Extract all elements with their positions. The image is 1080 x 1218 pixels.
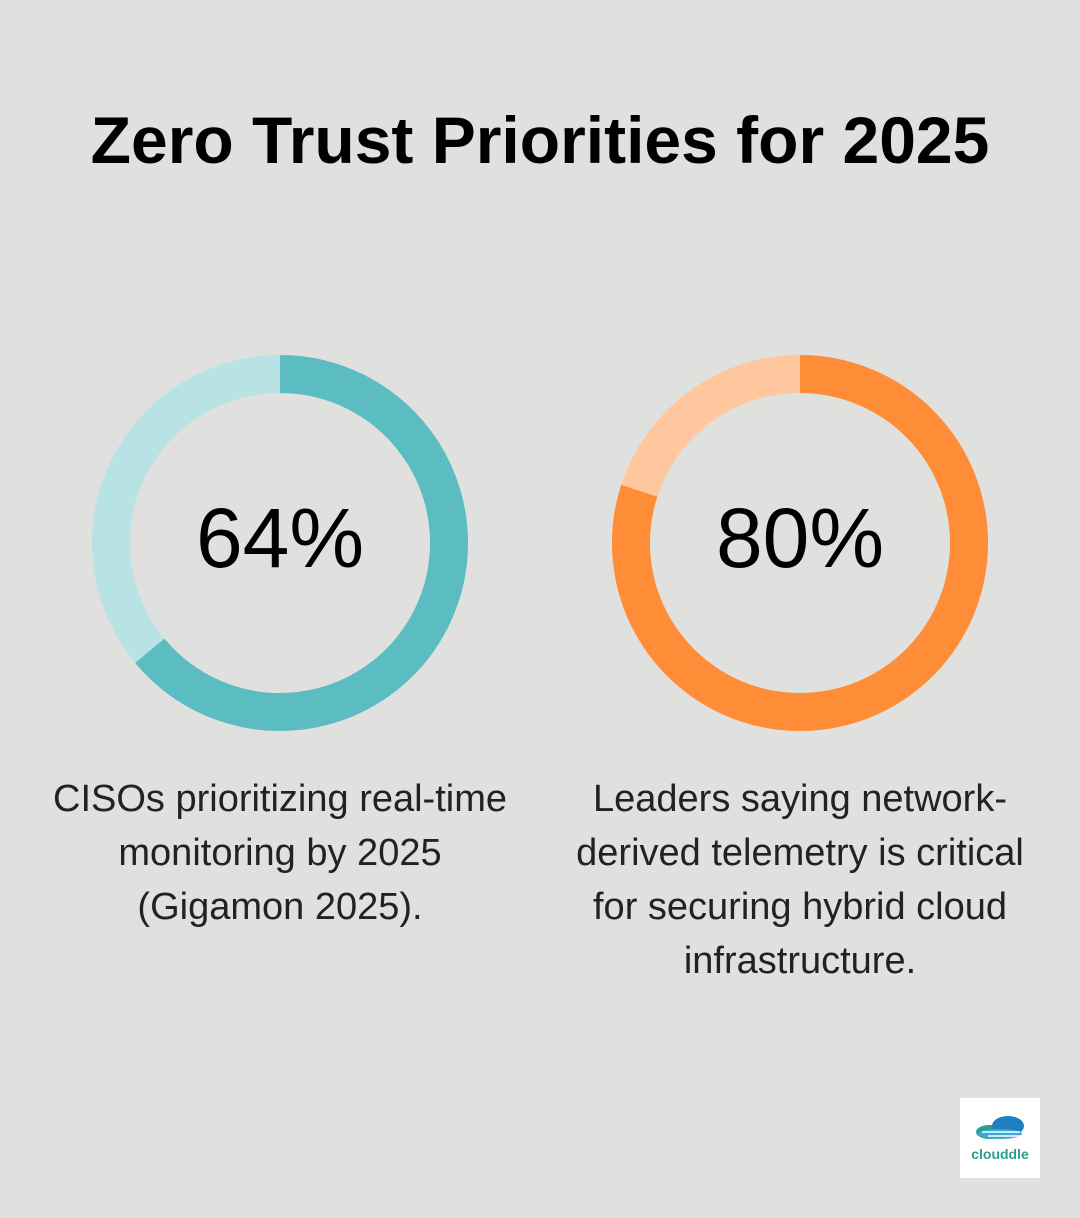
donut-arc	[612, 355, 988, 731]
donut-arc	[135, 355, 468, 731]
caption: CISOs prioritizing real-time monitoring …	[53, 778, 507, 928]
caption: Leaders saying network-derived telemetry…	[576, 778, 1024, 982]
logo-icon	[976, 1116, 1024, 1139]
logo-text: clouddle	[971, 1146, 1029, 1162]
logo: clouddle	[960, 1098, 1040, 1178]
title: Zero Trust Priorities for 2025	[90, 103, 990, 177]
donut-value-label: 80%	[716, 491, 884, 585]
donut-value-label: 64%	[196, 491, 364, 585]
